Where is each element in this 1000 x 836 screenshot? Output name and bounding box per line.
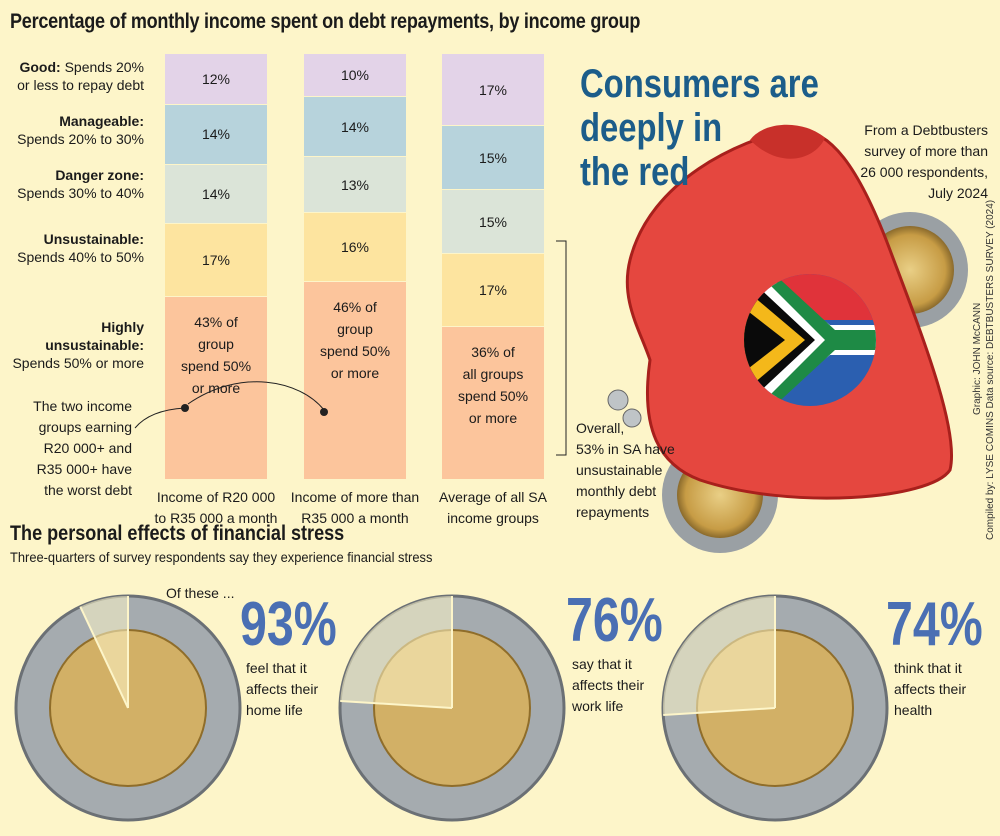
effect-wedge xyxy=(663,596,775,716)
worst-debt-annotation: The two income groups earning R20 000+ and… xyxy=(33,398,132,498)
bar-segment-label: 14% xyxy=(201,186,231,203)
effect-wedge xyxy=(80,596,128,708)
bar-segment: 17% xyxy=(442,54,544,127)
bar-segment: 14% xyxy=(304,97,406,158)
effect-work-label: say that it affects their work life xyxy=(572,656,645,714)
tier-highly-unsustainable-label: Highly unsustainable: Spends 50% or more xyxy=(12,319,144,371)
bar-segment-label: 15% xyxy=(478,149,508,166)
bar-segment: 43% of group spend 50% or more xyxy=(165,296,267,480)
of-these-label: Of these ... xyxy=(166,585,235,601)
x-axis-label: Average of all SA income groups xyxy=(439,489,547,526)
bar-segment-label: 17% xyxy=(478,281,508,298)
bar-segment: 14% xyxy=(165,164,267,225)
bar-segment: 17% xyxy=(165,224,267,297)
bar-segment: 36% of all groups spend 50% or more xyxy=(442,326,544,480)
bar-segment-label: 14% xyxy=(201,126,231,143)
tier-danger-label: Danger zone: Spends 30% to 40% xyxy=(17,167,144,201)
bar-segment-label: 17% xyxy=(201,252,231,269)
bar-segment-label: 13% xyxy=(340,176,370,193)
effect-wedge xyxy=(340,596,452,708)
tier-good-label: Good: Spends 20% or less to repay debt xyxy=(17,59,144,93)
x-axis-label: Income of more than R35 000 a month xyxy=(290,489,420,526)
effect-coin-0 xyxy=(14,594,242,822)
effect-work-pct: 76% xyxy=(566,586,663,655)
bar-2: 17% 15% 15% 17% 36% of all groups spend 50% or … xyxy=(442,54,544,480)
bar-segment: 15% xyxy=(442,190,544,255)
bar-0: 12% 14% 14% 17% 43% of group spend 50% or more xyxy=(165,54,267,480)
effect-home-label: feel that it affects their home life xyxy=(246,660,319,718)
bar-segment: 15% xyxy=(442,126,544,191)
purse-illustration xyxy=(607,124,968,553)
bar-1: 10% 14% 13% 16% 46% of group spend 50% or more xyxy=(304,54,406,480)
bar-segment: 14% xyxy=(165,105,267,165)
bar-segment-label: 36% of all groups spend 50% or more xyxy=(457,343,529,426)
bar-segment-label: 15% xyxy=(478,213,508,230)
headline: Consumers are deeply in the red xyxy=(580,62,819,194)
credit-line-1: Graphic: JOHN McCANN xyxy=(972,302,983,415)
tier-manageable-label: Manageable: Spends 20% to 30% xyxy=(17,113,144,147)
section2-subtitle: Three-quarters of survey respondents say… xyxy=(10,549,433,565)
overall-note: Overall, 53% in SA have unsustainable month… xyxy=(576,420,675,520)
bar-segment-label: 14% xyxy=(340,118,370,135)
bar-segment: 17% xyxy=(442,254,544,327)
bar-segment: 10% xyxy=(304,54,406,98)
bar-segment-label: 17% xyxy=(478,81,508,98)
bar-segment-label: 16% xyxy=(340,239,370,256)
tier-unsustainable-label: Unsustainable: Spends 40% to 50% xyxy=(17,231,144,265)
bar-segment: 12% xyxy=(165,54,267,106)
bar-segment-label: 10% xyxy=(340,67,370,83)
effect-home-pct: 93% xyxy=(240,590,337,659)
bar-segment-label: 12% xyxy=(201,71,231,88)
effect-coins xyxy=(14,594,889,822)
effect-coin-2 xyxy=(661,594,889,822)
bar-segment-label: 43% of group spend 50% or more xyxy=(180,313,252,396)
chart-title: Percentage of monthly income spent on de… xyxy=(10,10,641,33)
effect-health-pct: 74% xyxy=(886,590,983,659)
bar-segment: 13% xyxy=(304,157,406,214)
section2-title: The personal effects of financial stress xyxy=(10,522,345,545)
effect-coin-1 xyxy=(338,594,566,822)
bar-segment-label: 46% of group spend 50% or more xyxy=(319,299,391,382)
survey-note: From a Debtbusters survey of more than 26 … xyxy=(860,122,988,201)
x-axis-label: Income of R20 000 to R35 000 a month xyxy=(154,489,278,526)
bar-segment: 46% of group spend 50% or more xyxy=(304,282,406,480)
effect-health-label: think that it affects their health xyxy=(894,660,967,718)
bar-segment: 16% xyxy=(304,213,406,283)
credit-line-2: Compiled by: LYSE COMINS Data source: DE… xyxy=(985,199,996,540)
